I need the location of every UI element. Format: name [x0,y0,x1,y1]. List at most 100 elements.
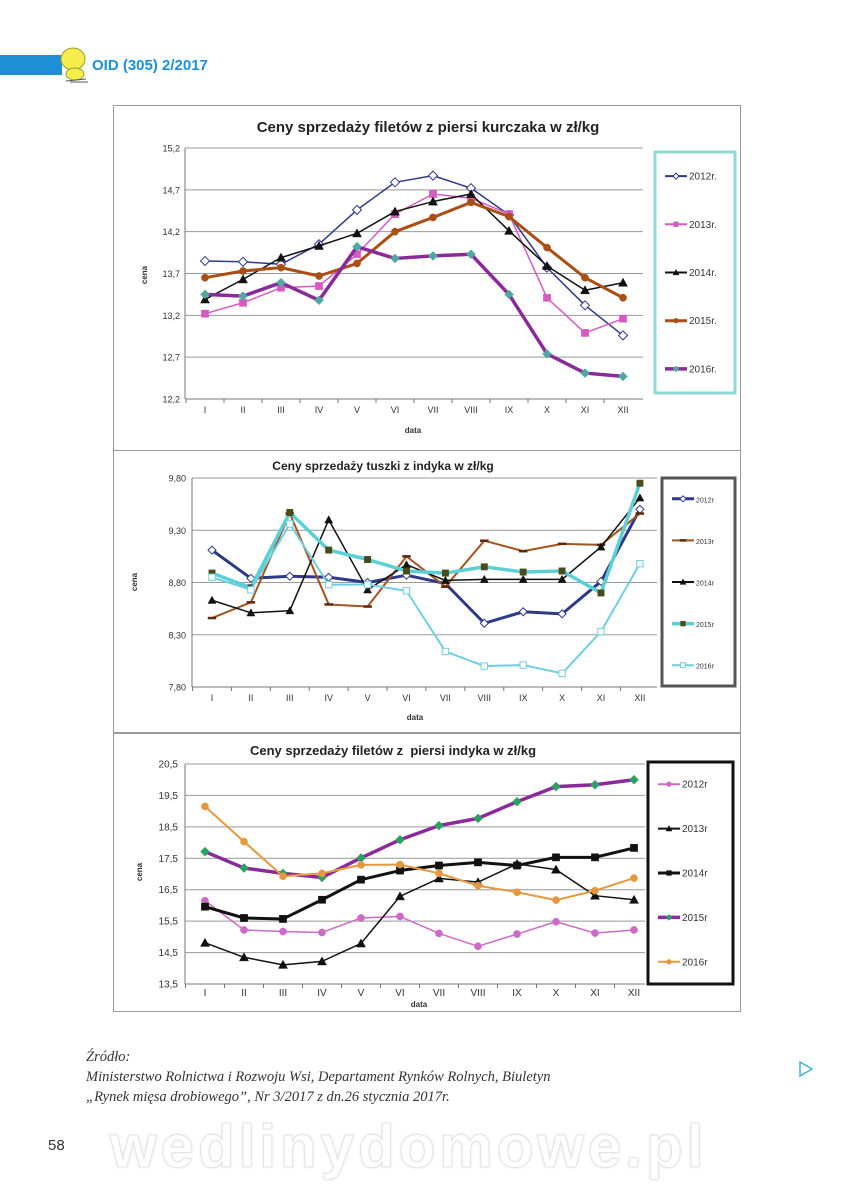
legend-label: 2016r [682,957,708,968]
data-point [277,263,285,272]
x-tick-label: V [354,405,360,415]
source-note: Źródło: Ministerstwo Rolnictwa i Rozwoju… [86,1047,550,1107]
y-tick-label: 14,5 [159,948,179,959]
data-point [596,542,606,551]
data-point [200,846,210,857]
legend-marker [680,662,686,669]
source-label: Źródło: [86,1049,131,1065]
legend: 2012r 2013r 2014r 2015r 2016r [660,476,737,688]
data-point [279,927,287,936]
x-tick-label: III [277,405,285,415]
x-tick-label: VII [440,693,451,703]
x-tick-label: XII [628,988,640,999]
x-tick-label: IX [519,693,528,703]
data-point [390,253,400,264]
y-tick-label: 14,2 [162,227,180,237]
data-point [435,861,443,870]
data-point [542,348,552,359]
chick-logo-icon [60,47,88,83]
data-point [557,609,567,619]
data-point [519,661,527,669]
data-point [363,580,372,589]
data-point [278,959,288,969]
data-point [395,891,405,901]
data-point [479,574,489,583]
data-point [239,952,249,962]
data-point [630,926,638,934]
data-point [240,837,248,846]
y-tick-label: 8,80 [168,578,186,588]
series-2016r. [200,241,628,382]
y-tick-label: 12,7 [162,353,180,363]
series-line [204,193,624,301]
data-point [428,196,438,206]
x-tick-label: X [544,405,550,415]
x-tick-label: VIII [470,988,485,999]
legend-label: 2014r [682,869,708,880]
data-point [619,293,627,302]
data-point [353,259,361,268]
data-point [324,515,334,524]
series-line [204,244,624,379]
data-point [435,929,443,938]
x-tick-label: X [559,693,565,703]
legend-marker [665,825,673,832]
data-point [363,585,373,594]
data-point [363,605,372,608]
data-point [474,942,482,951]
data-point [317,956,327,966]
legend-marker [666,870,672,876]
data-point [552,896,560,904]
data-point [597,627,605,636]
series-line [204,863,635,966]
data-point [480,539,489,542]
data-point [315,282,323,290]
data-point [440,575,450,584]
chart-2: Ceny sprzedaży filetów z piersi indyka w… [135,743,735,1009]
legend-label: 2012r [682,780,708,791]
data-point [207,616,217,620]
x-tick-label: IV [324,693,333,703]
data-point [402,560,411,569]
data-point [619,314,627,323]
data-point [201,273,209,282]
legend-label: 2012r [696,497,715,504]
y-tick-label: 14,7 [162,185,180,195]
y-tick-label: 9,30 [168,526,186,536]
play-triangle-icon[interactable] [798,1060,814,1078]
x-tick-label: XI [590,988,599,999]
data-point [208,573,216,581]
x-axis-label: data [411,1000,428,1009]
data-point [247,586,255,594]
x-tick-label: VI [395,988,404,999]
data-point [512,796,522,807]
legend-marker [679,578,687,585]
series-2012r [201,896,638,951]
data-point [315,272,323,280]
data-point [239,863,249,873]
data-point [427,170,439,181]
data-point [441,569,449,577]
data-point [590,890,600,900]
data-point [238,274,248,284]
data-point [396,912,404,921]
data-point [279,872,287,881]
data-point [557,542,567,546]
chart-title: Ceny sprzedaży filetów z piersi kurczaka… [257,119,600,136]
data-point [473,813,483,824]
data-point [389,177,401,188]
data-point [324,603,333,606]
x-tick-label: IV [317,988,327,999]
data-point [466,189,476,198]
data-point [518,574,528,583]
legend-label: 2013r [696,539,715,546]
data-point [513,930,521,938]
data-point [513,861,521,870]
x-tick-label: IX [512,988,522,999]
chart-0: Ceny sprzedaży filetów z piersi kurczaka… [140,119,737,435]
data-point [479,618,490,628]
series-2016r [201,802,638,904]
data-point [635,493,645,502]
x-tick-label: III [286,693,294,703]
x-tick-label: VII [427,405,438,415]
